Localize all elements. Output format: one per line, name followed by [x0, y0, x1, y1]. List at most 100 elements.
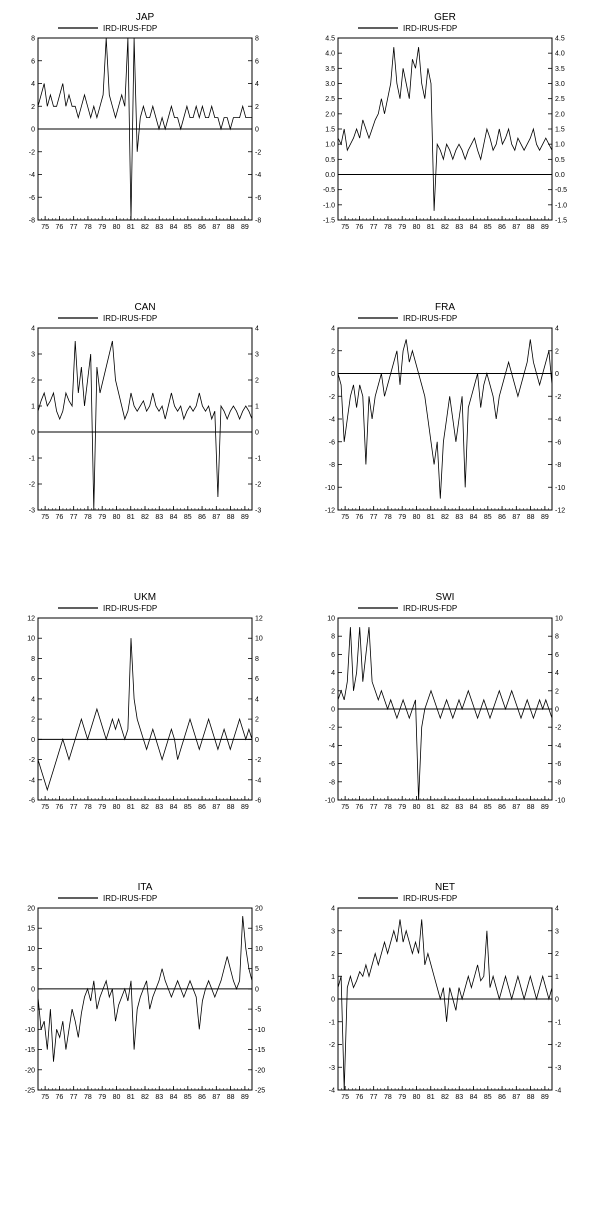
ytick-label-right: -2: [555, 725, 561, 732]
plot-border: [38, 908, 252, 1090]
xtick-label: 76: [356, 224, 364, 231]
data-series: [338, 339, 552, 498]
ytick-label-left: 1: [331, 974, 335, 981]
chart-title: UKM: [134, 592, 156, 603]
ytick-label-left: 0: [31, 737, 35, 744]
ytick-label-left: -5: [29, 1007, 35, 1014]
xtick-label: 84: [470, 224, 478, 231]
panel-fra: FRAIRD-IRUS-FDP-12-12-10-10-8-8-6-6-4-4-…: [310, 300, 580, 530]
xtick-label: 77: [70, 224, 78, 231]
chart-fra: FRAIRD-IRUS-FDP-12-12-10-10-8-8-6-6-4-4-…: [310, 300, 580, 530]
xtick-label: 79: [98, 1094, 106, 1101]
ytick-label-left: -2: [29, 757, 35, 764]
xtick-label: 88: [227, 514, 235, 521]
xtick-label: 84: [470, 514, 478, 521]
xtick-label: 75: [341, 224, 349, 231]
ytick-label-right: -2: [255, 482, 261, 489]
ytick-label-left: 0: [331, 371, 335, 378]
ytick-label-left: -3: [329, 1065, 335, 1072]
ytick-label-right: 8: [555, 634, 559, 641]
xtick-label: 82: [441, 1094, 449, 1101]
ytick-label-left: 0: [31, 127, 35, 134]
ytick-label-right: 0: [255, 737, 259, 744]
xtick-label: 76: [356, 804, 364, 811]
xtick-label: 82: [141, 1094, 149, 1101]
ytick-label-right: 6: [555, 652, 559, 659]
ytick-label-right: -20: [255, 1067, 265, 1074]
xtick-label: 84: [170, 804, 178, 811]
xtick-label: 75: [41, 1094, 49, 1101]
xtick-label: 88: [527, 514, 535, 521]
ytick-label-left: -25: [25, 1088, 35, 1095]
xtick-label: 88: [227, 804, 235, 811]
xtick-label: 80: [413, 514, 421, 521]
ytick-label-left: -6: [29, 195, 35, 202]
ytick-label-left: -15: [25, 1047, 35, 1054]
ytick-label-left: 1: [31, 404, 35, 411]
ytick-label-left: 3: [31, 352, 35, 359]
ytick-label-left: -10: [325, 485, 335, 492]
xtick-label: 78: [384, 1094, 392, 1101]
legend-label: IRD-IRUS-FDP: [103, 604, 157, 613]
ytick-label-right: 10: [255, 636, 263, 643]
ytick-label-right: 2: [255, 717, 259, 724]
ytick-label-left: 3: [331, 928, 335, 935]
ytick-label-right: -6: [255, 798, 261, 805]
xtick-label: 86: [498, 1094, 506, 1101]
ytick-label-right: 2.5: [555, 96, 565, 103]
ytick-label-left: 4.5: [325, 36, 335, 43]
xtick-label: 79: [398, 514, 406, 521]
ytick-label-right: -10: [555, 798, 565, 805]
ytick-label-left: -8: [329, 462, 335, 469]
xtick-label: 86: [198, 1094, 206, 1101]
xtick-label: 79: [398, 224, 406, 231]
ytick-label-left: 3.5: [325, 66, 335, 73]
xtick-label: 86: [498, 224, 506, 231]
chart-title: FRA: [435, 302, 455, 313]
ytick-label-left: -4: [329, 743, 335, 750]
xtick-label: 81: [127, 804, 135, 811]
plot-border: [338, 38, 552, 220]
ytick-label-right: 1.5: [555, 127, 565, 134]
ytick-label-left: -8: [329, 779, 335, 786]
xtick-label: 83: [155, 804, 163, 811]
xtick-label: 86: [498, 514, 506, 521]
ytick-label-left: 2: [331, 951, 335, 958]
ytick-label-right: -2: [555, 1042, 561, 1049]
xtick-label: 87: [512, 1094, 520, 1101]
ytick-label-left: 10: [327, 616, 335, 623]
ytick-label-left: 8: [331, 634, 335, 641]
ytick-label-right: 2.0: [555, 111, 565, 118]
ytick-label-right: 6: [255, 58, 259, 65]
panel-ita: ITAIRD-IRUS-FDP-25-25-20-20-15-15-10-10-…: [10, 880, 280, 1110]
xtick-label: 89: [241, 804, 249, 811]
xtick-label: 82: [141, 514, 149, 521]
ytick-label-left: -4: [329, 417, 335, 424]
ytick-label-left: -1.5: [323, 218, 335, 225]
xtick-label: 87: [212, 224, 220, 231]
xtick-label: 75: [341, 1094, 349, 1101]
ytick-label-right: 4.5: [555, 36, 565, 43]
xtick-label: 87: [212, 804, 220, 811]
ytick-label-left: 4: [331, 326, 335, 333]
ytick-label-right: -8: [555, 779, 561, 786]
xtick-label: 75: [41, 224, 49, 231]
chart-jap: JAPIRD-IRUS-FDP-8-8-6-6-4-4-2-2002244668…: [10, 10, 280, 240]
ytick-label-left: 2.0: [325, 111, 335, 118]
xtick-label: 76: [56, 224, 64, 231]
ytick-label-left: -2: [329, 1042, 335, 1049]
plot-border: [338, 328, 552, 510]
ytick-label-left: 0.5: [325, 157, 335, 164]
ytick-label-left: -2: [329, 725, 335, 732]
xtick-label: 77: [370, 1094, 378, 1101]
ytick-label-left: 20: [27, 906, 35, 913]
data-series: [338, 919, 552, 1090]
ytick-label-right: 5: [255, 966, 259, 973]
ytick-label-right: -4: [555, 743, 561, 750]
xtick-label: 78: [384, 804, 392, 811]
ytick-label-left: -2: [329, 394, 335, 401]
ytick-label-left: -12: [325, 508, 335, 515]
ytick-label-left: 4: [331, 906, 335, 913]
legend-label: IRD-IRUS-FDP: [103, 894, 157, 903]
data-series: [38, 341, 252, 510]
